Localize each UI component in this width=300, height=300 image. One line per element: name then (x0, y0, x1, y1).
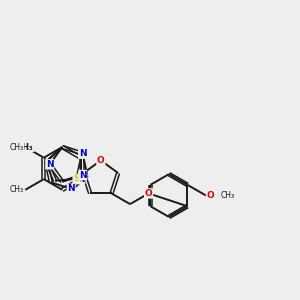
Text: O: O (97, 156, 105, 165)
Text: CH₃: CH₃ (221, 191, 235, 200)
Text: N: N (68, 184, 75, 194)
Text: CH₃: CH₃ (10, 185, 24, 194)
Text: O: O (207, 191, 214, 200)
Text: N: N (79, 170, 86, 179)
Text: CH₃: CH₃ (17, 142, 34, 152)
Text: N: N (79, 149, 86, 158)
Text: N: N (46, 160, 54, 169)
Text: N: N (77, 175, 85, 184)
Text: S: S (73, 174, 80, 183)
Text: CH₃: CH₃ (10, 142, 24, 152)
Text: N: N (79, 149, 86, 158)
Text: O: O (145, 189, 152, 198)
